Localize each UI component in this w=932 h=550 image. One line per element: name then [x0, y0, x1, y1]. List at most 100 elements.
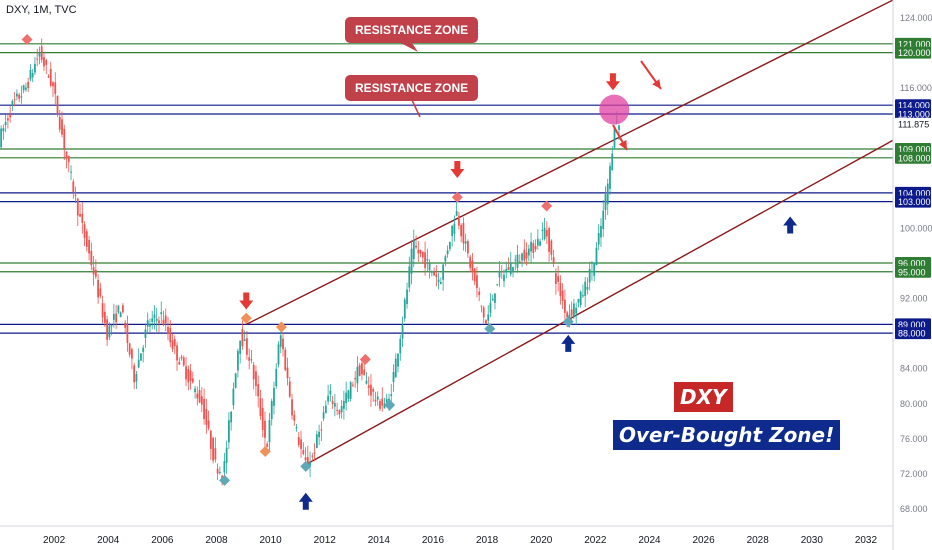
candle-body [248, 357, 251, 361]
candle-body [579, 291, 582, 306]
candle-body [101, 303, 104, 318]
candle-body [243, 339, 246, 342]
candle-body [22, 85, 25, 91]
candle-body [408, 266, 411, 288]
candle-body [122, 305, 124, 313]
candle-body [559, 283, 562, 297]
candle-body [372, 389, 375, 392]
level-price-label: 103.000 [898, 197, 931, 207]
rejection-arrow-top-head [652, 79, 661, 89]
candle-body [72, 181, 75, 193]
candle-body [137, 359, 140, 368]
x-tick-label: 2024 [638, 535, 661, 546]
candle-body [394, 358, 397, 378]
candle-body [500, 271, 503, 273]
y-tick-label: 76.000 [900, 434, 928, 444]
candle-body [345, 392, 348, 404]
candle-body [485, 320, 487, 324]
x-tick-label: 2020 [530, 535, 553, 546]
candle-body [221, 475, 224, 479]
candle-body [347, 390, 350, 399]
candle-body [552, 257, 555, 264]
candle-body [182, 357, 185, 366]
y-tick-label: 72.000 [900, 469, 928, 479]
candle-body [609, 166, 611, 189]
channel-lines [245, 0, 894, 466]
candle-body [385, 398, 388, 403]
candle-body [279, 335, 282, 347]
y-tick-label: 100.000 [900, 223, 932, 233]
up-arrow [298, 492, 313, 510]
pivot-diamond [484, 323, 496, 335]
candle-body [189, 370, 192, 381]
candle-body [478, 291, 481, 296]
label-pointer [411, 99, 421, 118]
pivot-diamond [562, 316, 574, 328]
candle-body [417, 249, 420, 254]
candle-body [103, 311, 106, 323]
candle-body [397, 353, 399, 367]
candle-body [604, 194, 607, 210]
candle-body [227, 420, 230, 443]
candle-body [532, 243, 535, 253]
candle-body [128, 343, 131, 355]
candle-body [203, 398, 205, 420]
candle-body [584, 281, 587, 296]
channel-line [245, 0, 894, 325]
candle-body [340, 405, 343, 413]
pivot-diamond [275, 321, 287, 333]
candle-body [543, 227, 546, 240]
candle-body [512, 266, 514, 273]
candle-body [9, 114, 12, 118]
candle-body [444, 256, 447, 262]
level-price-label: 114.000 [898, 101, 930, 111]
candle-body [97, 279, 99, 298]
candle-body [548, 228, 551, 252]
candle-body [476, 275, 478, 288]
candle-body [250, 359, 253, 361]
candle-body [442, 264, 445, 280]
candle-body [52, 82, 54, 87]
candle-body [162, 319, 165, 326]
down-arrow [239, 292, 254, 310]
candle-body [291, 399, 293, 416]
level-price-label: 121.000 [898, 39, 931, 49]
candle-body [363, 369, 366, 376]
candle-body [577, 299, 580, 303]
candle-body [591, 271, 593, 273]
y-tick-label: 92.000 [900, 294, 928, 304]
candle-body [458, 215, 460, 226]
x-tick-label: 2032 [855, 535, 878, 546]
candle-body [424, 252, 426, 269]
x-tick-label: 2006 [151, 535, 174, 546]
pivot-diamond [451, 191, 463, 203]
x-tick-label: 2010 [259, 535, 282, 546]
candle-body [324, 405, 327, 414]
candle-body [131, 349, 133, 359]
level-price-tag [895, 46, 931, 59]
candle-body [56, 95, 59, 115]
candle-body [329, 390, 332, 395]
candle-body [259, 398, 262, 417]
candle-body [410, 248, 413, 274]
candle-body [155, 318, 158, 321]
candle-body [467, 241, 469, 254]
candle-body [514, 259, 517, 261]
candle-body [557, 276, 560, 282]
x-tick-label: 2018 [476, 535, 499, 546]
candle-body [306, 457, 309, 465]
candle-body [566, 312, 569, 318]
candle-body [358, 364, 361, 376]
candle-body [336, 409, 339, 411]
candle-body [76, 198, 79, 216]
candle-body [536, 238, 539, 246]
candle-body [338, 410, 341, 415]
candle-body [611, 153, 614, 171]
candle-body [516, 254, 519, 268]
candle-body [342, 400, 345, 409]
candle-body [275, 368, 278, 387]
candle-body [115, 313, 118, 323]
resistance-zone-label-mid: RESISTANCE ZONE [345, 75, 479, 101]
candle-body [530, 241, 532, 252]
